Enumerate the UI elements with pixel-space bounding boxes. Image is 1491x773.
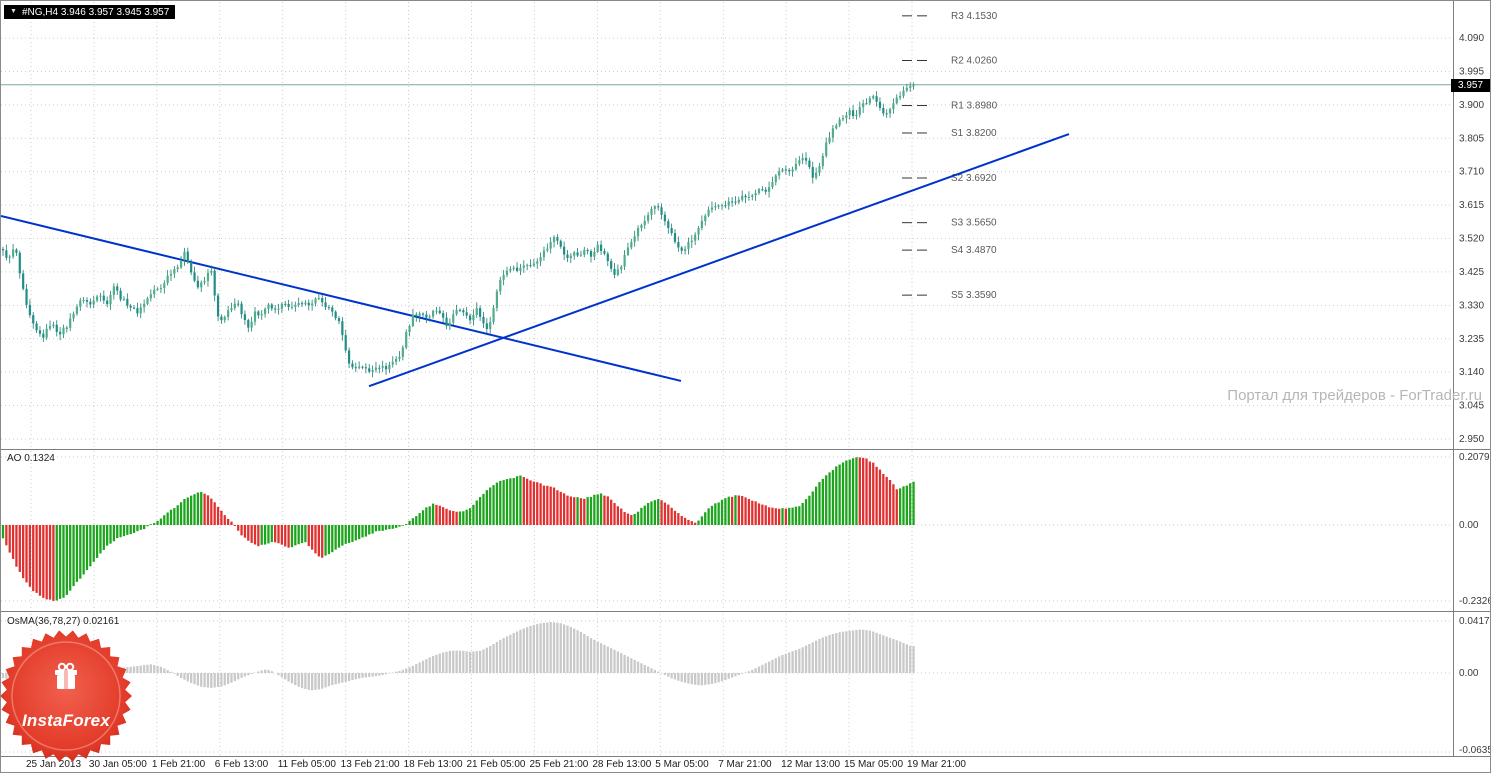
- ao-histogram: [1, 457, 915, 601]
- price-axis: 4.090 3.995 3.900 3.805 3.710 3.615 3.520 3.425…: [1459, 33, 1491, 756]
- symbol-marker-icon: ▼: [10, 8, 17, 15]
- price-axis-label: 3.520: [1459, 234, 1484, 245]
- time-axis-label: 25 Jan 2013: [26, 759, 81, 770]
- candlesticks: [1, 82, 915, 378]
- pivot-label: R3 4.1530: [951, 11, 998, 22]
- pivot-label: R1 3.8980: [951, 101, 998, 112]
- trendline[interactable]: [368, 133, 1070, 388]
- symbol-quote-box[interactable]: ▼ #NG,H4 3.946 3.957 3.945 3.957: [4, 5, 176, 19]
- price-axis-label: 3.710: [1459, 167, 1484, 178]
- pivot-label: S1 3.8200: [951, 128, 997, 139]
- time-axis: 25 Jan 2013 30 Jan 05:00 1 Feb 21:00 6 Feb …: [26, 759, 966, 770]
- logo-ring: [11, 641, 121, 751]
- price-axis-label: 4.090: [1459, 33, 1484, 44]
- pivot-label: S4 3.4870: [951, 245, 997, 256]
- fortrader-watermark: Портал для трейдеров - ForTrader.ru: [1227, 387, 1482, 404]
- grid-lines: [1, 2, 1453, 755]
- instaforex-logo[interactable]: InstaForex: [1, 629, 133, 763]
- time-axis-label: 5 Mar 05:00: [655, 759, 709, 770]
- ao-indicator-label: AO 0.1324: [7, 453, 55, 464]
- time-axis-label: 19 Mar 21:00: [907, 759, 966, 770]
- ao-axis-label: 0.00: [1459, 520, 1479, 531]
- pivot-levels: R3 4.1530 R2 4.0260 R1 3.8980 S1 3.8200 S2 3…: [902, 11, 998, 301]
- time-axis-label: 15 Mar 05:00: [844, 759, 903, 770]
- time-axis-label: 25 Feb 21:00: [529, 759, 588, 770]
- price-axis-label: 3.330: [1459, 300, 1484, 311]
- pivot-label: R2 4.0260: [951, 56, 998, 67]
- time-axis-label: 7 Mar 21:00: [718, 759, 772, 770]
- current-price-badge: 3.957: [1451, 78, 1490, 92]
- osma-axis-label: 0.04177: [1459, 616, 1491, 627]
- pivot-label: S5 3.3590: [951, 290, 997, 301]
- time-axis-label: 18 Feb 13:00: [404, 759, 463, 770]
- starburst-shape: [1, 630, 132, 762]
- price-axis-label: 3.140: [1459, 367, 1484, 378]
- instaforex-starburst: [1, 630, 132, 762]
- ao-axis-label: 0.2079: [1459, 452, 1490, 463]
- price-axis-label: 3.615: [1459, 200, 1484, 211]
- gift-icon: [55, 662, 77, 689]
- logo-text: InstaForex: [22, 711, 110, 730]
- osma-indicator-label: OsMA(36,78,27) 0.02161: [7, 616, 120, 627]
- price-axis-label: 3.900: [1459, 100, 1484, 111]
- time-axis-label: 6 Feb 13:00: [215, 759, 269, 770]
- time-axis-label: 13 Feb 21:00: [341, 759, 400, 770]
- price-axis-label: 3.805: [1459, 133, 1484, 144]
- price-axis-label: 3.235: [1459, 334, 1484, 345]
- price-axis-label: 3.045: [1459, 401, 1484, 412]
- time-axis-label: 1 Feb 21:00: [152, 759, 206, 770]
- time-axis-label: 21 Feb 05:00: [467, 759, 526, 770]
- osma-axis-label: 0.00: [1459, 668, 1479, 679]
- osma-axis-label: -0.06352: [1459, 745, 1491, 756]
- pivot-label: S3 3.5650: [951, 218, 997, 229]
- osma-histogram: [1, 622, 915, 691]
- symbol-quote-label: #NG,H4 3.946 3.957 3.945 3.957: [21, 6, 170, 18]
- time-axis-label: 11 Feb 05:00: [278, 759, 337, 770]
- ao-axis-label: -0.2326: [1459, 596, 1491, 607]
- time-axis-label: 30 Jan 05:00: [89, 759, 147, 770]
- price-axis-label: 3.425: [1459, 267, 1484, 278]
- time-axis-label: 28 Feb 13:00: [592, 759, 651, 770]
- price-axis-label: 2.950: [1459, 434, 1484, 445]
- trendline[interactable]: [1, 215, 682, 382]
- pivot-label: S2 3.6920: [951, 173, 997, 184]
- price-axis-label: 3.995: [1459, 66, 1484, 77]
- time-axis-label: 12 Mar 13:00: [781, 759, 840, 770]
